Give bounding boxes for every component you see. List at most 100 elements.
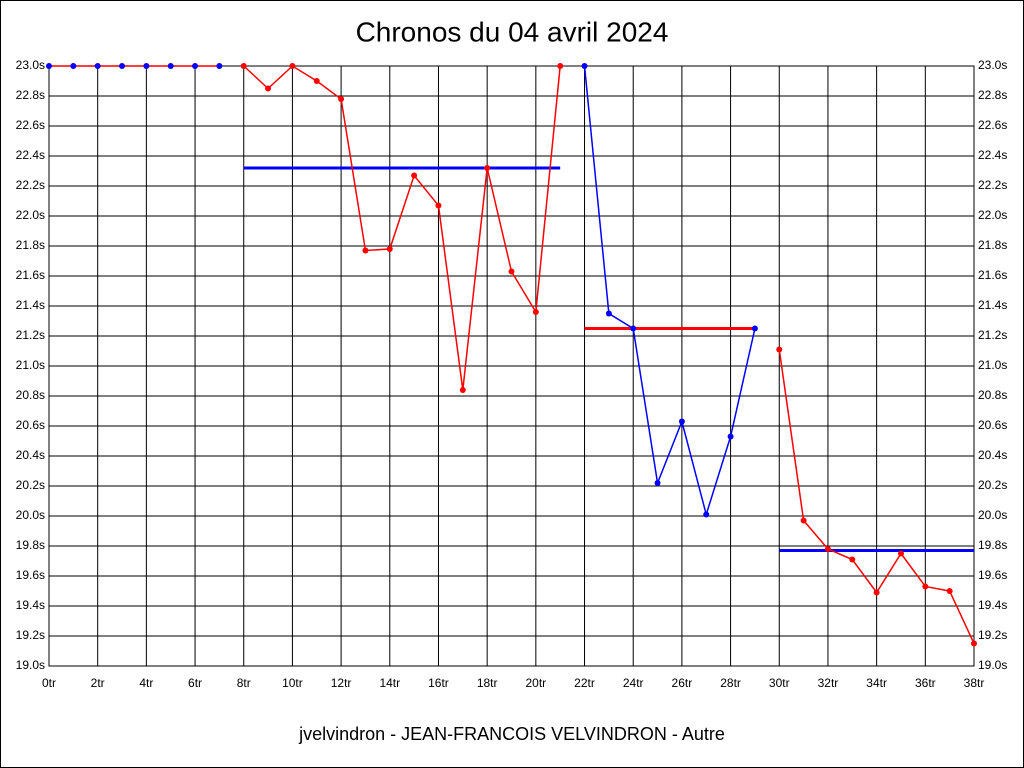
y-tick-label-right: 22.0s	[978, 208, 1007, 222]
point	[605, 310, 612, 317]
point	[581, 63, 588, 69]
point	[751, 325, 758, 332]
y-tick-label: 21.4s	[16, 298, 45, 312]
point	[946, 588, 953, 594]
point	[484, 165, 491, 171]
point	[508, 268, 515, 275]
y-tick-label: 21.0s	[16, 358, 45, 372]
y-tick-label: 19.8s	[16, 538, 45, 552]
chart-title: Chronos du 04 avril 2024	[356, 16, 669, 47]
x-tick-label: 28tr	[720, 676, 741, 690]
y-tick-label: 21.6s	[16, 268, 45, 282]
y-tick-label-right: 19.8s	[978, 538, 1007, 552]
y-tick-label-right: 20.0s	[978, 508, 1007, 522]
y-tick-label: 21.2s	[16, 328, 45, 342]
point	[776, 346, 783, 353]
x-tick-label: 34tr	[866, 676, 887, 690]
y-tick-label-right: 21.4s	[978, 298, 1007, 312]
point	[971, 640, 977, 647]
point	[94, 63, 101, 69]
y-tick-label-right: 21.0s	[978, 358, 1007, 372]
y-tick-label-right: 21.2s	[978, 328, 1007, 342]
point	[873, 589, 880, 596]
point	[119, 63, 126, 69]
x-tick-label: 22tr	[574, 676, 595, 690]
y-tick-label-right: 19.0s	[978, 658, 1007, 672]
y-tick-label: 20.2s	[16, 478, 45, 492]
y-tick-label-right: 22.8s	[978, 88, 1007, 102]
y-tick-label-right: 19.2s	[978, 628, 1007, 642]
y-tick-label: 20.6s	[16, 418, 45, 432]
series-line	[583, 65, 756, 518]
y-tick-label-right: 19.6s	[978, 568, 1007, 582]
x-tick-label: 8tr	[237, 676, 251, 690]
y-tick-label-right: 23.0s	[978, 58, 1007, 72]
plot-border	[48, 65, 975, 667]
point	[362, 247, 369, 254]
y-tick-label: 19.4s	[16, 598, 45, 612]
point	[192, 63, 199, 69]
point	[167, 63, 174, 69]
x-tick-label: 0tr	[42, 676, 56, 690]
y-tick-label: 19.0s	[16, 658, 45, 672]
y-tick-label: 19.6s	[16, 568, 45, 582]
y-tick-label: 20.4s	[16, 448, 45, 462]
point	[703, 511, 710, 518]
point	[678, 418, 685, 425]
point	[800, 517, 807, 524]
y-tick-label-right: 22.4s	[978, 148, 1007, 162]
point	[46, 63, 52, 69]
point	[459, 387, 466, 393]
y-tick-label: 22.4s	[16, 148, 45, 162]
point	[265, 85, 272, 92]
y-tick-label: 19.2s	[16, 628, 45, 642]
caption: jvelvindron - JEAN-FRANCOIS VELVINDRON -…	[298, 724, 725, 744]
point	[557, 63, 564, 69]
y-tick-label: 21.8s	[16, 238, 45, 252]
x-tick-label: 18tr	[477, 676, 498, 690]
y-tick-label: 22.2s	[16, 178, 45, 192]
point	[727, 433, 734, 440]
x-tick-label: 26tr	[672, 676, 693, 690]
y-tick-label-right: 20.2s	[978, 478, 1007, 492]
y-tick-label-right: 22.2s	[978, 178, 1007, 192]
point	[338, 96, 345, 102]
y-tick-label: 23.0s	[16, 58, 45, 72]
x-tick-label: 4tr	[139, 676, 153, 690]
point	[849, 556, 856, 563]
y-tick-label-right: 20.4s	[978, 448, 1007, 462]
y-tick-label: 22.8s	[16, 88, 45, 102]
x-tick-label: 24tr	[623, 676, 644, 690]
x-tick-label: 6tr	[188, 676, 202, 690]
y-tick-label: 20.8s	[16, 388, 45, 402]
point	[70, 63, 77, 69]
x-tick-label: 30tr	[769, 676, 790, 690]
series-line	[243, 65, 561, 391]
point	[630, 325, 637, 332]
x-tick-label: 32tr	[818, 676, 839, 690]
point	[532, 309, 539, 315]
x-tick-label: 10tr	[282, 676, 303, 690]
point	[386, 246, 393, 252]
x-tick-label: 20tr	[525, 676, 546, 690]
y-tick-label: 22.6s	[16, 118, 45, 132]
x-tick-label: 16tr	[428, 676, 449, 690]
x-tick-label: 36tr	[915, 676, 936, 690]
point	[240, 63, 247, 69]
x-tick-label: 12tr	[331, 676, 352, 690]
y-tick-label-right: 21.8s	[978, 238, 1007, 252]
y-tick-label: 22.0s	[16, 208, 45, 222]
y-tick-label-right: 20.8s	[978, 388, 1007, 402]
y-tick-label-right: 20.6s	[978, 418, 1007, 432]
point	[654, 480, 661, 486]
point	[313, 78, 320, 84]
point	[289, 63, 296, 69]
point	[143, 63, 150, 69]
point	[435, 202, 442, 209]
point	[897, 550, 904, 557]
point	[216, 63, 223, 69]
x-tick-label: 38tr	[964, 676, 985, 690]
